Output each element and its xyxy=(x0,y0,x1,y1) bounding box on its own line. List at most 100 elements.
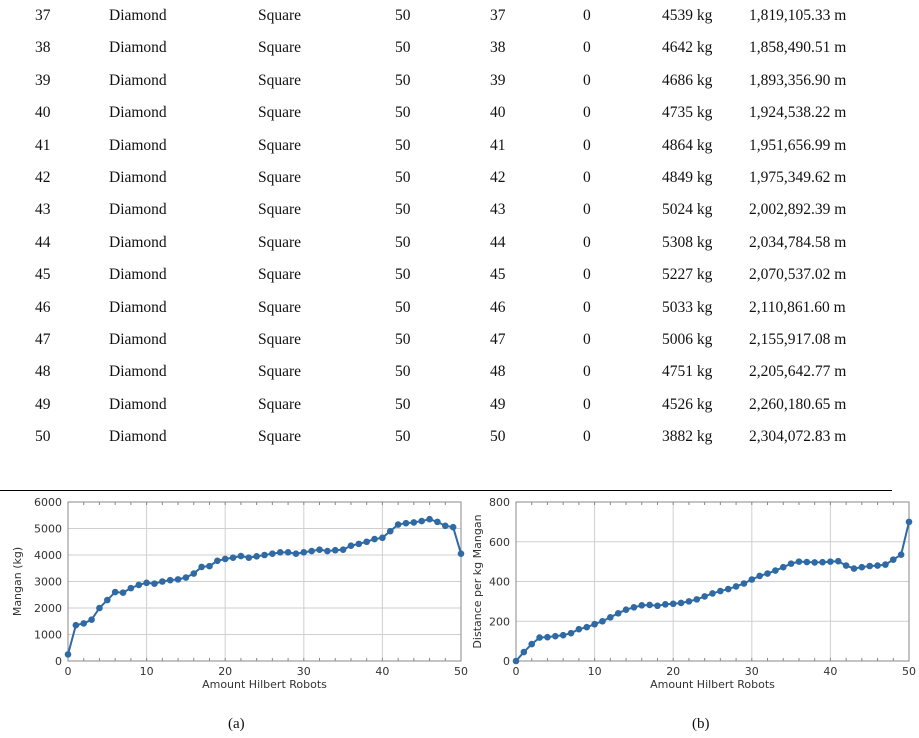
table-cell: 2,155,917.08 m xyxy=(749,330,847,348)
table-cell: 46 xyxy=(35,298,51,316)
data-point xyxy=(779,563,787,571)
table-cell: Square xyxy=(258,136,302,154)
table-cell: 50 xyxy=(395,168,411,186)
data-point xyxy=(599,617,606,625)
data-point xyxy=(732,583,740,590)
data-point xyxy=(693,596,701,603)
data-point xyxy=(394,521,402,528)
table-cell: 50 xyxy=(395,201,411,219)
table-cell: 4849 kg xyxy=(662,168,713,186)
table-cell: Diamond xyxy=(109,104,167,122)
table-cell: Square xyxy=(258,266,302,284)
table-cell: Diamond xyxy=(109,363,167,381)
data-point xyxy=(834,557,842,565)
data-point xyxy=(528,640,536,648)
table-cell: Diamond xyxy=(109,428,167,446)
table-cell: 0 xyxy=(583,39,591,57)
data-point xyxy=(803,558,811,566)
table-cell: Diamond xyxy=(109,71,167,89)
data-point xyxy=(237,552,245,560)
data-point xyxy=(764,570,771,577)
table-cell: 0 xyxy=(583,298,591,316)
table-cell: 45 xyxy=(35,266,51,284)
table-cell: Diamond xyxy=(109,136,167,154)
table-cell: 50 xyxy=(395,136,411,154)
data-point xyxy=(756,572,763,580)
table-cell: 50 xyxy=(395,7,411,24)
data-point xyxy=(127,584,135,592)
x-tick-label: 10 xyxy=(588,665,602,678)
table-cell: 47 xyxy=(35,330,51,348)
table-cell: Square xyxy=(258,7,302,24)
data-point xyxy=(410,519,418,526)
data-point xyxy=(324,547,331,555)
table-cell: 0 xyxy=(583,71,591,89)
table-cell: 43 xyxy=(35,201,51,219)
x-tick-label: 50 xyxy=(454,665,468,678)
table-cell: Square xyxy=(258,104,302,122)
table-cell: 1,951,656.99 m xyxy=(749,136,847,154)
table-cell: 41 xyxy=(35,136,51,154)
table-cell: 50 xyxy=(395,428,411,446)
data-point xyxy=(111,588,119,596)
table-cell: Square xyxy=(258,395,302,413)
data-point xyxy=(827,558,834,565)
table-cell: Diamond xyxy=(109,201,167,219)
table-cell: Diamond xyxy=(109,233,167,251)
data-point xyxy=(772,567,779,574)
data-point xyxy=(850,565,858,572)
table-cell: 5033 kg xyxy=(662,298,713,316)
table-cell: 37 xyxy=(490,7,506,24)
data-point xyxy=(386,527,394,535)
x-tick-label: 40 xyxy=(375,665,389,678)
data-point xyxy=(748,576,756,583)
table-cell: 48 xyxy=(490,363,506,381)
x-axis-label: Amount Hilbert Robots xyxy=(202,678,327,691)
data-point xyxy=(677,599,685,607)
table-cell: Square xyxy=(258,233,302,251)
table-cell: 38 xyxy=(490,39,506,57)
data-point xyxy=(206,562,213,570)
data-point xyxy=(371,535,378,543)
y-tick-label: 800 xyxy=(489,496,510,509)
data-point xyxy=(276,549,284,556)
table-cell: 49 xyxy=(35,395,51,413)
y-tick-label: 0 xyxy=(55,655,62,668)
table-cell: 50 xyxy=(490,428,506,446)
y-tick-label: 400 xyxy=(489,576,510,589)
table-cell: Square xyxy=(258,298,302,316)
table-cell: 50 xyxy=(395,363,411,381)
data-point xyxy=(685,598,693,605)
data-point xyxy=(64,651,72,658)
data-point xyxy=(614,610,622,617)
table-cell: Diamond xyxy=(109,395,167,413)
data-point xyxy=(363,538,370,546)
table-cell: 50 xyxy=(395,298,411,316)
table-cell: 49 xyxy=(490,395,506,413)
table-cell: 5006 kg xyxy=(662,330,713,348)
data-point xyxy=(449,523,457,531)
table-cell: Square xyxy=(258,428,302,446)
table-cell: 0 xyxy=(583,266,591,284)
table-cell: 4686 kg xyxy=(662,71,713,89)
table-cell: 47 xyxy=(490,330,506,348)
x-axis-label: Amount Hilbert Robots xyxy=(650,678,775,691)
data-point xyxy=(143,579,150,587)
table-cell: 50 xyxy=(395,39,411,57)
table-row: 41 Diamond Square 50 41 0 4864 kg 1,951,656.99 … xyxy=(0,130,919,162)
y-axis-label: Distance per kg Mangan xyxy=(471,514,484,648)
table-cell: 0 xyxy=(583,363,591,381)
results-table: 37 Diamond Square 50 37 0 4539 kg 1,819,105.33 … xyxy=(0,7,919,446)
y-tick-label: 1000 xyxy=(34,629,62,642)
table-row: 39 Diamond Square 50 39 0 4686 kg 1,893,356.90 … xyxy=(0,65,919,97)
table-cell: 50 xyxy=(395,104,411,122)
data-point xyxy=(457,550,465,557)
data-point xyxy=(261,551,268,559)
table-cell: 2,205,642.77 m xyxy=(749,363,847,381)
y-tick-label: 4000 xyxy=(34,549,62,562)
data-point xyxy=(159,578,166,585)
table-cell: 5227 kg xyxy=(662,266,713,284)
table-cell: 41 xyxy=(490,136,506,154)
table-cell: 37 xyxy=(35,7,51,24)
table-cell: 1,975,349.62 m xyxy=(749,168,847,186)
